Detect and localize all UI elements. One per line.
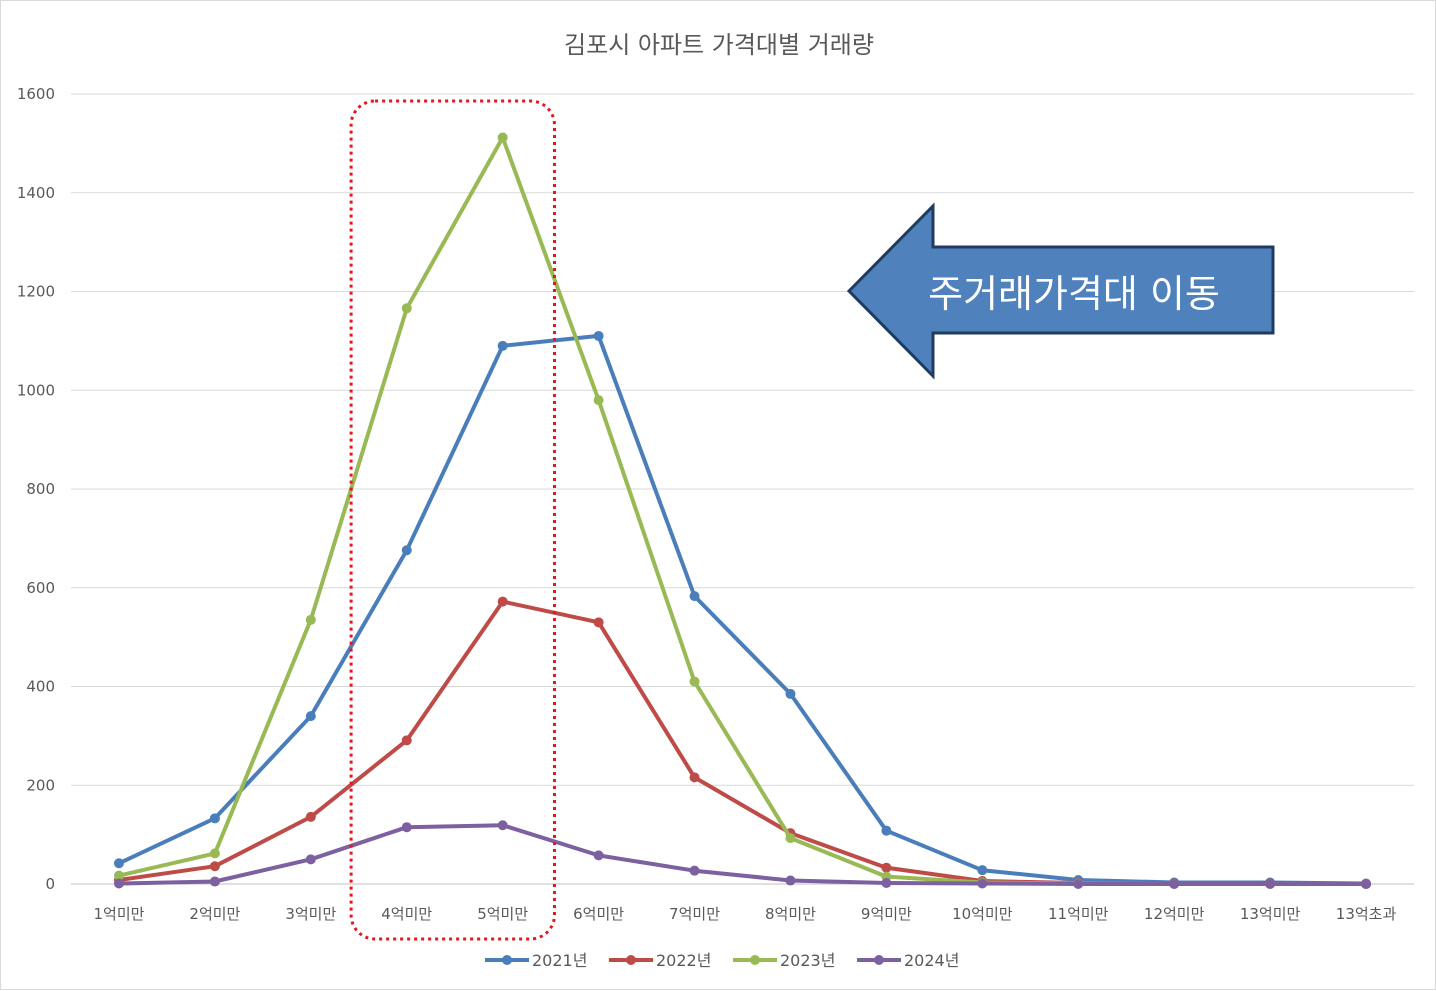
data-point — [305, 711, 316, 722]
series-3 — [113, 820, 1372, 889]
data-point — [1361, 879, 1372, 889]
data-point — [977, 865, 988, 876]
data-point — [497, 340, 508, 351]
legend-item: 2022년 — [609, 951, 711, 970]
x-tick-label: 6억미만 — [573, 905, 624, 923]
legend-item: 2024년 — [857, 951, 959, 970]
x-tick-label: 8억미만 — [765, 905, 816, 923]
y-tick-label: 1400 — [17, 184, 55, 202]
legend-label: 2021년 — [532, 951, 587, 970]
callout-arrow-shape — [846, 202, 1275, 380]
data-point — [593, 395, 604, 406]
y-axis-ticks: 0 200 400 600 800 1000 1200 1400 1600 — [17, 85, 55, 893]
data-point — [689, 591, 700, 602]
x-tick-label: 13억초과 — [1336, 905, 1397, 923]
gridlines — [71, 93, 1414, 885]
y-tick-label: 0 — [45, 875, 55, 893]
data-point — [785, 875, 796, 886]
data-point — [113, 878, 124, 889]
legend-label: 2024년 — [904, 951, 959, 970]
callout-text: 주거래가격대 이동 — [928, 272, 1220, 316]
data-point — [881, 878, 892, 889]
data-point — [401, 303, 412, 314]
data-point — [593, 850, 604, 861]
x-tick-label: 13억미만 — [1240, 905, 1301, 923]
data-point — [497, 596, 508, 607]
data-point — [113, 870, 124, 881]
chart-title: 김포시 아파트 가격대별 거래량 — [564, 31, 874, 59]
legend: 2021년 2022년 2023년 2024년 — [485, 951, 959, 970]
series-lines — [113, 132, 1372, 889]
data-point — [209, 876, 220, 887]
legend-swatch-marker — [750, 955, 760, 965]
series-line — [118, 823, 1366, 886]
series-line — [118, 333, 1367, 886]
data-point — [593, 330, 604, 341]
data-point — [785, 688, 796, 699]
legend-swatch-marker — [502, 955, 512, 965]
x-tick-label: 3억미만 — [285, 905, 336, 923]
y-tick-label: 200 — [26, 776, 55, 794]
data-point — [305, 854, 316, 865]
data-point — [881, 825, 892, 836]
data-point — [401, 735, 412, 746]
x-tick-label: 11억미만 — [1048, 905, 1109, 923]
legend-label: 2022년 — [656, 951, 711, 970]
data-point — [401, 822, 412, 833]
data-point — [689, 865, 700, 876]
data-point — [209, 861, 220, 872]
data-point — [689, 676, 700, 687]
y-tick-label: 1200 — [17, 283, 55, 301]
data-point — [1169, 879, 1180, 889]
y-tick-label: 800 — [26, 480, 55, 498]
x-tick-label: 9억미만 — [861, 905, 912, 923]
legend-swatch-marker — [874, 955, 884, 965]
data-point — [785, 833, 796, 844]
x-tick-label: 2억미만 — [189, 905, 240, 923]
x-tick-label: 5억미만 — [477, 905, 528, 923]
data-point — [881, 862, 892, 873]
legend-item: 2021년 — [485, 951, 587, 970]
data-point — [497, 132, 508, 143]
data-point — [497, 820, 508, 831]
data-point — [593, 617, 604, 628]
legend-swatch-marker — [626, 955, 636, 965]
callout-arrow: 주거래가격대 이동 — [846, 202, 1275, 380]
data-point — [305, 811, 316, 822]
data-point — [401, 545, 412, 556]
legend-label: 2023년 — [780, 951, 835, 970]
y-tick-label: 1000 — [17, 381, 55, 399]
data-point — [689, 772, 700, 783]
data-point — [209, 848, 220, 859]
data-point — [1265, 879, 1276, 889]
data-point — [305, 614, 316, 625]
x-tick-label: 4억미만 — [381, 905, 432, 923]
data-point — [1073, 879, 1084, 889]
x-tick-label: 1억미만 — [93, 905, 144, 923]
data-point — [113, 858, 124, 869]
data-point — [977, 878, 988, 889]
y-tick-label: 400 — [26, 678, 55, 696]
highlight-box — [349, 99, 556, 941]
x-tick-label: 7억미만 — [669, 905, 720, 923]
x-axis-ticks: 1억미만 2억미만 3억미만 4억미만 5억미만 6억미만 7억미만 8억미만 9억미만 10억미… — [93, 905, 1396, 923]
legend-item: 2023년 — [733, 951, 835, 970]
highlight-rect — [349, 99, 556, 941]
x-tick-label: 12억미만 — [1144, 905, 1205, 923]
x-tick-label: 10억미만 — [952, 905, 1013, 923]
y-tick-label: 600 — [26, 579, 55, 597]
y-tick-label: 1600 — [17, 85, 55, 103]
data-point — [209, 813, 220, 824]
